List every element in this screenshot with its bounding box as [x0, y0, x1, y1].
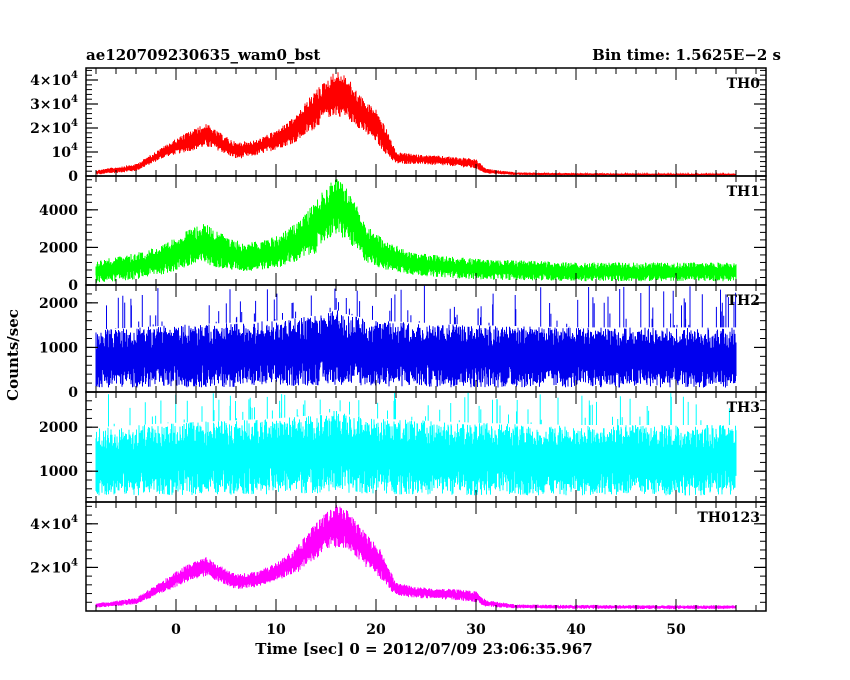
bin-time-label: Bin time: 1.5625E−2 s: [592, 46, 781, 64]
x-tick-label: 30: [466, 622, 486, 638]
x-tick-label: 40: [566, 622, 586, 638]
y-tick-label: 0: [68, 385, 78, 401]
panel-th2: 0 1000 2000 TH2: [39, 284, 767, 401]
y-tick-label: 2000: [39, 240, 78, 256]
panel-th3: 1000 2000 TH3: [39, 391, 767, 503]
panel-th0: 0 104 2×104 3×104 4×104 TH0: [30, 67, 767, 185]
panel-label-th0: TH0: [727, 76, 761, 92]
panel-th0123: 2×104 4×104 TH0123: [30, 501, 767, 612]
panel-label-th1: TH1: [727, 184, 760, 200]
y-tick-label: 1000: [39, 464, 78, 480]
series-th0: [95, 72, 737, 178]
panel-label-th3: TH3: [727, 400, 760, 416]
y-tick-label: 0: [68, 169, 78, 185]
y-tick-label: 104: [52, 142, 78, 161]
series-th0123: [95, 505, 737, 610]
y-tick-label: 2×104: [30, 557, 78, 576]
y-axis-label: Counts/sec: [4, 309, 22, 401]
series-th1: [95, 179, 737, 283]
series-th2: [95, 310, 737, 388]
panel-th1: 0 2000 4000 TH1: [39, 175, 767, 294]
chart-title: ae120709230635_wam0_bst: [86, 46, 320, 64]
x-tick-label: 20: [366, 622, 386, 638]
series-spikes-th3: [108, 392, 730, 427]
y-tick-label: 3×104: [30, 94, 78, 113]
x-axis-label: Time [sec] 0 = 2012/07/09 23:06:35.967: [255, 640, 592, 658]
y-tick-label: 1000: [39, 340, 78, 356]
series-th3: [95, 410, 737, 496]
y-tick-label: 4000: [39, 203, 78, 219]
y-tick-label: 2×104: [30, 118, 78, 137]
x-tick-label: 10: [266, 622, 286, 638]
panel-frame: [85, 501, 767, 612]
x-tick-label: 50: [666, 622, 686, 638]
y-tick-label: 4×104: [30, 514, 78, 533]
panel-label-th2: TH2: [727, 293, 760, 309]
panels-group: 0 104 2×104 3×104 4×104 TH0 0 2000 4000 TH1 0 1000 2…: [30, 67, 767, 638]
panel-label-th0123: TH0123: [697, 510, 760, 526]
y-tick-label: 2000: [39, 420, 78, 436]
x-tick-label: 0: [171, 622, 181, 638]
y-tick-label: 2000: [39, 296, 78, 312]
series-spikes-th2: [106, 285, 737, 329]
y-tick-label: 0: [68, 278, 78, 294]
y-tick-label: 4×104: [30, 70, 78, 89]
